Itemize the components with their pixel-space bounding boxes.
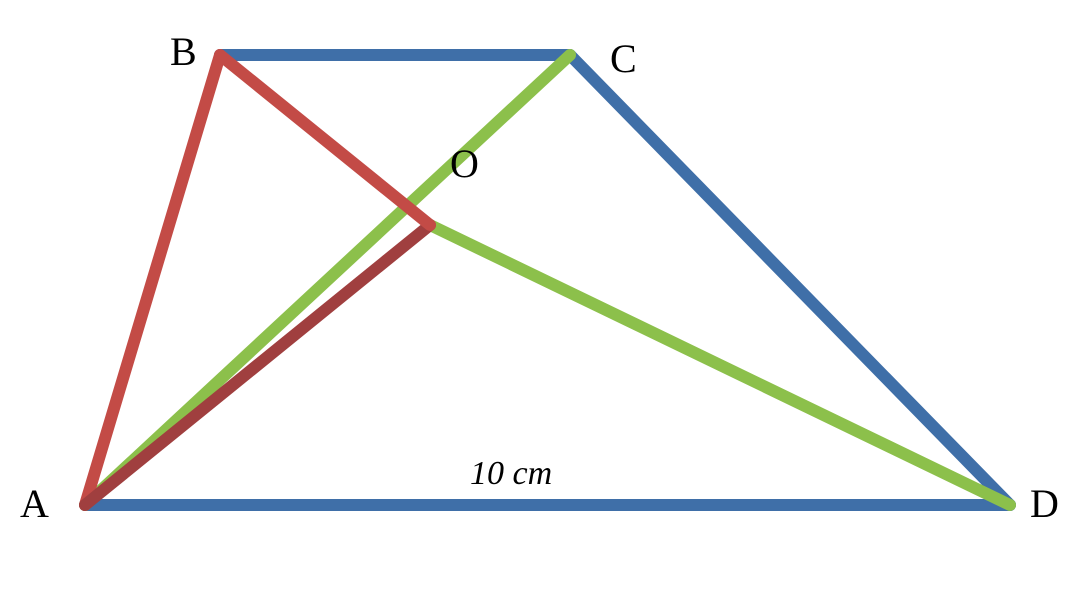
vertex-label-c: C	[610, 35, 637, 82]
edge-ao	[85, 225, 430, 505]
measurement-ad: 10 cm	[470, 455, 552, 493]
diagram-svg	[0, 0, 1080, 589]
geometry-diagram: A B C D O 10 cm	[0, 0, 1080, 589]
vertex-label-a: A	[20, 480, 49, 527]
intersection-label-o: O	[450, 140, 479, 187]
edge-cd	[570, 55, 1010, 505]
edge-bo	[220, 55, 430, 225]
vertex-label-d: D	[1030, 480, 1059, 527]
edges-group	[85, 55, 1010, 505]
vertex-label-b: B	[170, 28, 197, 75]
